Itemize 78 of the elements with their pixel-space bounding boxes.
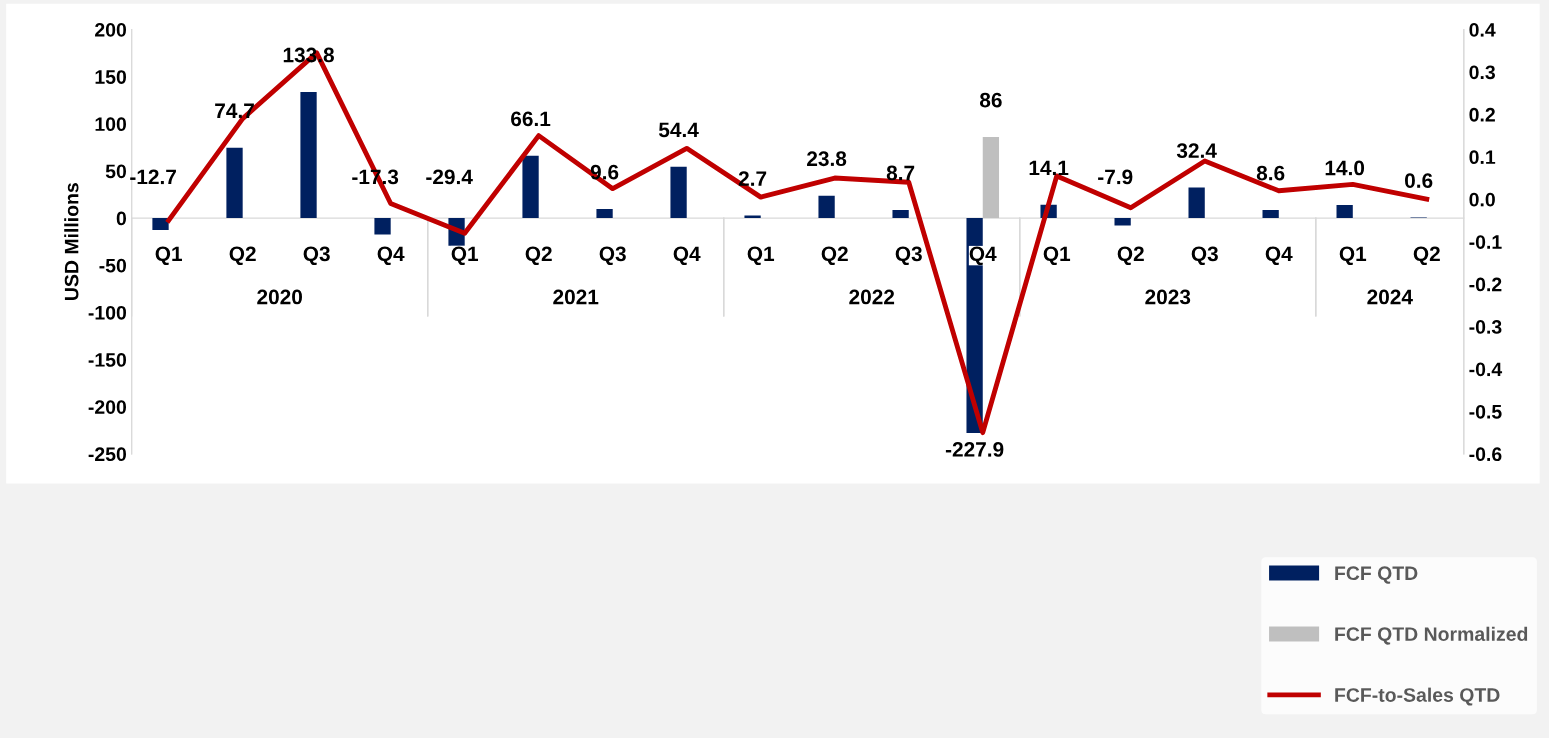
bar [892,209,909,219]
data-label: 9.6 [590,164,619,180]
legend-label: FCF QTD Normalized [1335,626,1528,645]
bar [1114,218,1131,226]
y-tick-label: 50 [105,164,127,179]
x-tick-label: Q1 [1339,246,1367,266]
data-label: 8.7 [886,165,915,181]
x-tick-label: Q1 [1043,246,1071,266]
annotation: 2021 [553,289,599,305]
bar [1262,210,1279,219]
x-tick-label: Q4 [969,246,997,266]
y-tick-label: -200 [88,400,127,414]
x-tick-label: Q3 [303,246,330,266]
data-label: -29.4 [426,169,473,185]
bar [1336,204,1353,219]
x-tick-label: Q4 [1265,246,1293,266]
y-tick-label: 200 [95,22,127,37]
x-tick-label: Q3 [1191,246,1218,266]
y-tick-label: 150 [95,70,127,84]
y2-tick-label: -0.4 [1469,362,1503,377]
bar [596,209,613,219]
data-label: 2.7 [738,171,767,186]
y-tick-label: -50 [99,258,127,273]
legend-label: FCF-to-Sales QTD [1335,687,1500,706]
y-tick-label: 100 [95,117,127,132]
x-tick-label: Q3 [895,246,922,266]
bar [300,91,317,219]
data-label: 54.4 [658,122,699,138]
x-tick-label: Q2 [525,246,552,266]
bar [670,166,687,219]
y-axis-title: USD Millions [64,183,79,300]
x-tick-label: Q2 [1413,246,1440,266]
x-tick-label: Q4 [673,246,701,266]
y2-tick-label: 0.3 [1469,65,1495,80]
bar [982,137,1000,219]
x-tick-label: Q1 [451,246,479,266]
data-label: -227.9 [945,442,1004,457]
y2-tick-label: -0.5 [1469,404,1502,419]
annotation: 2020 [257,289,302,305]
x-tick-label: Q1 [747,246,775,266]
annotation: 2023 [1145,289,1191,305]
y-tick-label: 0 [116,211,127,226]
data-label: 32.4 [1176,143,1217,159]
bar [226,147,243,219]
x-tick-label: Q2 [1117,246,1144,266]
bar [818,195,835,219]
y2-tick-label: -0.6 [1469,447,1502,462]
data-label: 8.6 [1256,165,1285,181]
x-tick-label: Q4 [377,246,405,266]
y-tick-label: -250 [88,447,127,462]
y2-tick-label: -0.1 [1469,235,1502,249]
legend-label: FCF QTD [1335,566,1418,584]
y2-tick-label: -0.2 [1469,277,1502,292]
y-tick-label: -100 [88,305,127,320]
data-label: 14.0 [1325,160,1365,176]
bar [374,218,391,235]
y2-tick-label: 0.0 [1469,192,1495,207]
bar [1188,187,1205,219]
data-label: 66.1 [511,111,551,127]
bar [522,155,539,219]
x-tick-label: Q2 [821,246,848,266]
bar [152,218,169,231]
data-label: -7.9 [1098,169,1133,185]
y2-tick-label: 0.1 [1469,150,1496,165]
y2-tick-label: 0.4 [1469,22,1496,37]
data-label: -12.7 [130,169,176,185]
x-tick-label: Q2 [229,246,256,266]
x-tick-label: Q3 [599,246,626,266]
data-label: 14.1 [1029,160,1069,176]
y-tick-label: -150 [88,353,127,367]
annotation: 2024 [1367,289,1413,305]
y2-tick-label: 0.2 [1469,107,1495,122]
data-label: 86 [979,92,1002,108]
annotation: 2022 [849,289,895,305]
data-label: 23.8 [807,151,847,167]
y2-tick-label: -0.3 [1469,320,1502,334]
x-tick-label: Q1 [155,246,182,266]
data-label: 0.6 [1405,173,1433,188]
